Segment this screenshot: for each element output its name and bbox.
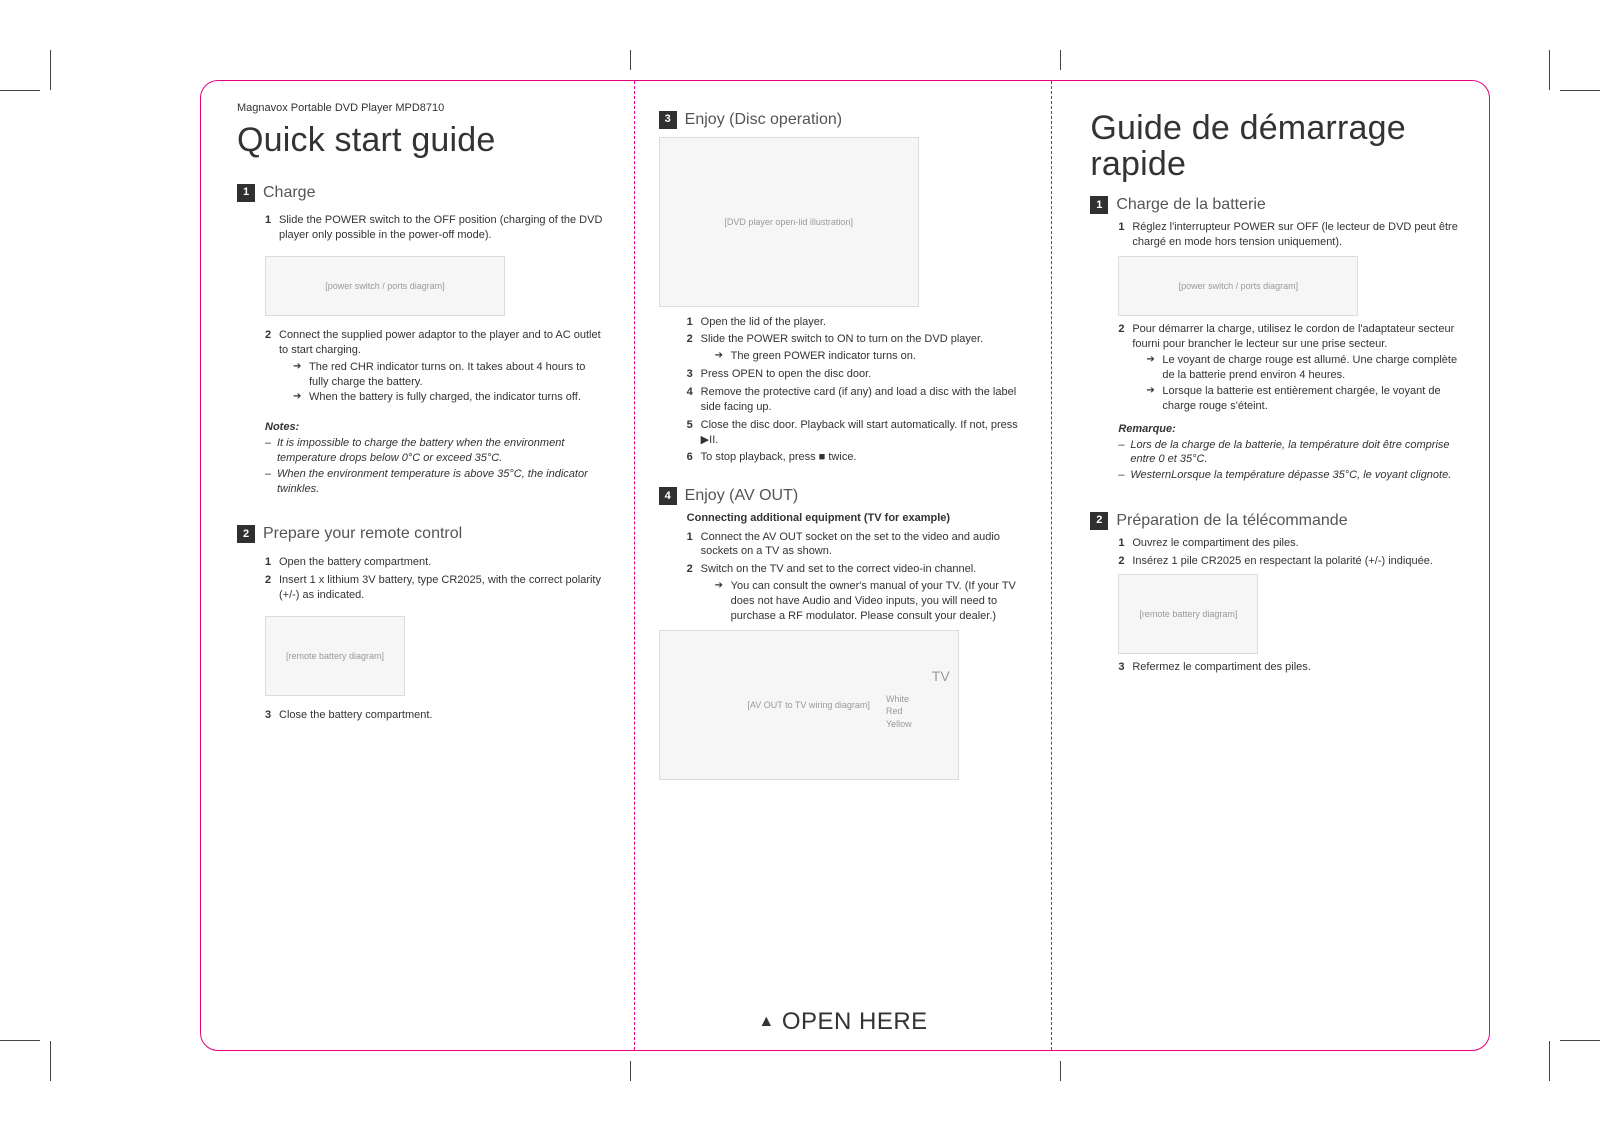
section-title-fr-charge: Charge de la batterie — [1116, 194, 1265, 216]
fr-charge-note-2: WesternLorsque la température dépasse 35… — [1118, 468, 1459, 483]
section-4-avout: 4 Enjoy (AV OUT) — [659, 485, 1028, 507]
section-title-remote: Prepare your remote control — [263, 523, 462, 545]
avout-subhead: Connecting additional equipment (TV for … — [687, 511, 1028, 526]
avout-step-2-text: Switch on the TV and set to the correct … — [701, 563, 977, 575]
remote-step-1: Open the battery compartment. — [265, 555, 606, 570]
open-here: ▲ OPEN HERE — [635, 1006, 1052, 1038]
image-power-switch: [power switch / ports diagram] — [265, 256, 505, 316]
panel-fr: Guide de démarrage rapide 1 Charge de la… — [1051, 81, 1489, 1050]
avout-steps: Connect the AV OUT socket on the set to … — [659, 530, 1028, 624]
tv-cable-labels: White Red Yellow — [886, 693, 912, 731]
open-here-text: OPEN HERE — [782, 1008, 928, 1035]
panel-en-left: Magnavox Portable DVD Player MPD8710 Qui… — [201, 81, 634, 1050]
disc-steps: Open the lid of the player. Slide the PO… — [659, 315, 1028, 466]
image-fr-remote-battery: [remote battery diagram] — [1118, 574, 1258, 654]
charge-note-2: When the environment temperature is abov… — [265, 467, 606, 497]
fr-charge-step-2a: Le voyant de charge rouge est allumé. Un… — [1146, 353, 1459, 383]
avout-step-2a: You can consult the owner's manual of yo… — [715, 579, 1028, 624]
fr-remote-step-2: Insérez 1 pile CR2025 en respectant la p… — [1118, 554, 1459, 569]
section-2-remote: 2 Prepare your remote control — [237, 523, 606, 545]
section-title-charge: Charge — [263, 182, 315, 204]
disc-step-2-text: Slide the POWER switch to ON to turn on … — [701, 333, 983, 345]
section-number-2: 2 — [237, 525, 255, 543]
notes-label: Notes: — [265, 420, 606, 435]
disc-step-6: To stop playback, press ■ twice. — [687, 450, 1028, 465]
disc-step-4: Remove the protective card (if any) and … — [687, 385, 1028, 415]
product-line: Magnavox Portable DVD Player MPD8710 — [237, 101, 606, 116]
remote-step-3: Close the battery compartment. — [265, 708, 606, 723]
fr-charge-steps: Réglez l'interrupteur POWER sur OFF (le … — [1090, 220, 1459, 250]
section-title-avout: Enjoy (AV OUT) — [685, 485, 799, 507]
image-remote-battery: [remote battery diagram] — [265, 616, 405, 696]
section-number-fr2: 2 — [1090, 512, 1108, 530]
fr-charge-note-1: Lors de la charge de la batterie, la tem… — [1118, 438, 1459, 468]
disc-step-2a: The green POWER indicator turns on. — [715, 349, 1028, 364]
tv-white: White — [886, 693, 912, 706]
remote-step-2: Insert 1 x lithium 3V battery, type CR20… — [265, 573, 606, 603]
charge-notes: Notes: It is impossible to charge the ba… — [265, 420, 606, 497]
charge-step-2: Connect the supplied power adaptor to th… — [265, 328, 606, 405]
disc-step-2: Slide the POWER switch to ON to turn on … — [687, 332, 1028, 364]
charge-step-1: Slide the POWER switch to the OFF positi… — [265, 213, 606, 243]
tv-red: Red — [886, 705, 912, 718]
section-1-charge: 1 Charge — [237, 182, 606, 204]
fr-remote-step-1: Ouvrez le compartiment des piles. — [1118, 536, 1459, 551]
charge-steps: Slide the POWER switch to the OFF positi… — [237, 211, 606, 246]
image-fr-power-switch: [power switch / ports diagram] — [1118, 256, 1358, 316]
section-fr2-remote: 2 Préparation de la télécommande — [1090, 510, 1459, 532]
title-en: Quick start guide — [237, 118, 606, 164]
image-tv-wiring-label: [AV OUT to TV wiring diagram] — [747, 699, 870, 711]
fr-notes-label: Remarque: — [1118, 422, 1459, 437]
panel-en-right: 3 Enjoy (Disc operation) [DVD player ope… — [634, 81, 1052, 1050]
section-number-4: 4 — [659, 487, 677, 505]
charge-step-2a: The red CHR indicator turns on. It takes… — [293, 360, 606, 390]
fr-charge-step-1: Réglez l'interrupteur POWER sur OFF (le … — [1118, 220, 1459, 250]
section-number-fr1: 1 — [1090, 196, 1108, 214]
section-3-disc: 3 Enjoy (Disc operation) — [659, 109, 1028, 131]
image-dvd-open: [DVD player open-lid illustration] — [659, 137, 919, 307]
section-title-disc: Enjoy (Disc operation) — [685, 109, 842, 131]
remote-steps: Open the battery compartment. Insert 1 x… — [237, 553, 606, 606]
disc-step-3: Press OPEN to open the disc door. — [687, 367, 1028, 382]
guide-page: Magnavox Portable DVD Player MPD8710 Qui… — [200, 80, 1490, 1051]
fr-charge-notes: Remarque: Lors de la charge de la batter… — [1118, 422, 1459, 483]
fr-charge-step-2: Pour démarrer la charge, utilisez le cor… — [1118, 322, 1459, 414]
avout-step-1: Connect the AV OUT socket on the set to … — [687, 530, 1028, 560]
charge-step-2b: When the battery is fully charged, the i… — [293, 390, 606, 405]
title-fr: Guide de démarrage rapide — [1090, 111, 1459, 182]
charge-step-2-text: Connect the supplied power adaptor to th… — [279, 329, 601, 356]
disc-step-5: Close the disc door. Playback will start… — [687, 418, 1028, 448]
section-number-1: 1 — [237, 184, 255, 202]
tv-yellow: Yellow — [886, 718, 912, 731]
section-title-fr-remote: Préparation de la télécommande — [1116, 510, 1347, 532]
fr-charge-step-2-text: Pour démarrer la charge, utilisez le cor… — [1132, 323, 1454, 350]
image-tv-wiring: [AV OUT to TV wiring diagram] TV White R… — [659, 630, 959, 780]
fr-remote-step-3: Refermez le compartiment des piles. — [1118, 660, 1459, 675]
section-number-3: 3 — [659, 111, 677, 129]
avout-step-2: Switch on the TV and set to the correct … — [687, 562, 1028, 623]
fr-charge-step-2b: Lorsque la batterie est entièrement char… — [1146, 384, 1459, 414]
section-fr1-charge: 1 Charge de la batterie — [1090, 194, 1459, 216]
disc-step-1: Open the lid of the player. — [687, 315, 1028, 330]
charge-note-1: It is impossible to charge the battery w… — [265, 436, 606, 466]
fr-remote-steps: Ouvrez le compartiment des piles. Insére… — [1090, 536, 1459, 569]
triangle-up-icon: ▲ — [758, 1013, 774, 1030]
tv-label: TV — [932, 667, 950, 686]
